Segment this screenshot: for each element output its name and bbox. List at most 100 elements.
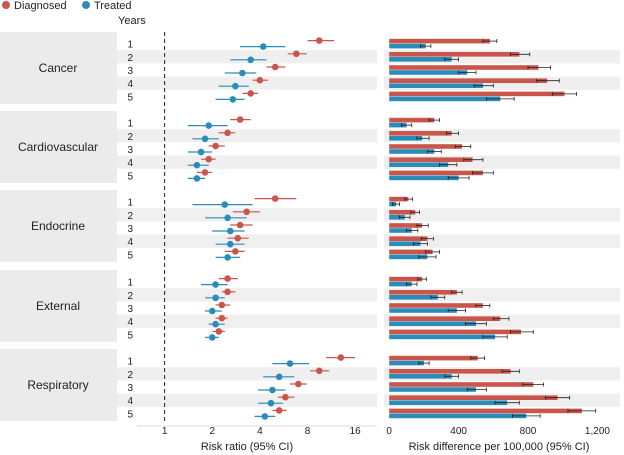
diagnosed-point [271, 63, 279, 71]
treated-bar [389, 334, 496, 340]
treated-point [226, 240, 234, 248]
diagnosed-point [236, 116, 244, 123]
diagnosed-point [218, 314, 226, 322]
treated-bar [389, 215, 405, 220]
diagnosed-point [293, 50, 300, 58]
risk-ratio-tick-label: 2 [209, 426, 215, 437]
diagnosed-bar [389, 78, 548, 83]
treated-bar [389, 413, 527, 419]
treated-point [286, 360, 294, 367]
diagnosed-point [256, 76, 264, 84]
treated-point [212, 320, 219, 328]
treated-point [261, 413, 269, 420]
treated-bar [389, 254, 428, 260]
diagnosed-point [201, 169, 209, 176]
treated-point [259, 43, 267, 50]
diagnosed-bar [389, 196, 409, 202]
row-stripe [117, 76, 377, 90]
diagnosed-bar [389, 369, 511, 374]
row-stripe [384, 234, 620, 248]
diagnosed-bar [389, 91, 565, 97]
diagnosed-bar [389, 408, 582, 414]
risk-ratio-panel-bg [117, 32, 377, 104]
legend-dot-treated [82, 1, 90, 9]
diagnosed-point [337, 354, 345, 361]
treated-point [229, 96, 237, 103]
axes: 1 2 4 8 16 0 400 800 1,200 [137, 32, 610, 437]
treated-point [193, 175, 201, 182]
diagnosed-point [215, 328, 223, 335]
years-header: Years [118, 15, 146, 27]
risk-ratio-tick-label: 1 [162, 426, 168, 437]
treated-bar [389, 43, 426, 49]
treated-bar [389, 281, 412, 287]
category-label-bg [0, 111, 117, 183]
diagnosed-bar [389, 329, 522, 335]
category-label: External [36, 299, 80, 313]
category-label: Endocrine [31, 219, 85, 233]
diagnosed-point [212, 142, 219, 150]
treated-point [239, 69, 246, 77]
year-tick-label: 3 [127, 304, 133, 315]
diagnosed-point [271, 195, 279, 202]
treated-bar [389, 321, 476, 326]
treated-point [208, 334, 216, 341]
treated-bar [389, 136, 423, 141]
diagnosed-point [234, 234, 242, 242]
risk-ratio-tick-label: 16 [350, 426, 362, 437]
risk-difference-plot [389, 38, 597, 419]
risk-ratio-tick-label: 8 [305, 426, 311, 437]
treated-bar [389, 149, 435, 154]
year-tick-label: 4 [127, 317, 133, 328]
risk-difference-tick-label: 400 [450, 426, 467, 437]
treated-bar [389, 162, 449, 167]
treated-bar [389, 241, 421, 246]
diagnosed-bar [389, 157, 473, 162]
treated-bar [389, 387, 476, 392]
category-label-bg [0, 190, 117, 262]
risk-ratio-panel-bg [117, 270, 377, 342]
diagnosed-point [218, 301, 226, 309]
diagnosed-bar [389, 144, 463, 149]
treated-point [247, 56, 254, 64]
year-tick-label: 5 [127, 409, 133, 420]
treated-point [232, 82, 239, 90]
year-tick-label: 4 [127, 79, 133, 90]
treated-bar [389, 228, 412, 233]
row-stripe [117, 234, 377, 248]
diagnosed-point [205, 155, 213, 163]
treated-bar [389, 360, 424, 366]
treated-bar [389, 83, 483, 88]
diagnosed-bar [389, 117, 435, 123]
treated-point [269, 386, 276, 394]
diagnosed-bar [389, 52, 520, 57]
year-tick-label: 3 [127, 145, 133, 156]
row-stripe [117, 50, 377, 64]
diagnosed-bar [389, 290, 457, 295]
year-tick-label: 4 [127, 158, 133, 169]
treated-point [224, 214, 231, 222]
diagnosed-bar [389, 38, 490, 44]
treated-point [224, 254, 231, 261]
treated-point [275, 373, 283, 381]
treated-point [221, 201, 229, 208]
treated-bar [389, 175, 459, 181]
treated-bar [389, 374, 452, 379]
year-tick-label: 3 [127, 383, 133, 394]
treated-bar [389, 295, 438, 300]
legend-label-diagnosed: Diagnosed [14, 0, 67, 12]
treated-point [212, 294, 219, 302]
risk-ratio-panel-bg [117, 349, 377, 421]
diagnosed-bar [389, 236, 428, 241]
row-stripe [117, 155, 377, 169]
year-tick-label: 5 [127, 171, 133, 182]
risk-ratio-tick-label: 4 [257, 426, 263, 437]
diagnosed-point [243, 208, 250, 216]
diagnosed-bar [389, 170, 483, 176]
category-label-bg [0, 349, 117, 421]
treated-point [197, 148, 205, 156]
treated-bar [389, 308, 457, 313]
year-tick-label: 1 [127, 357, 133, 368]
year-tick-label: 4 [127, 237, 133, 248]
